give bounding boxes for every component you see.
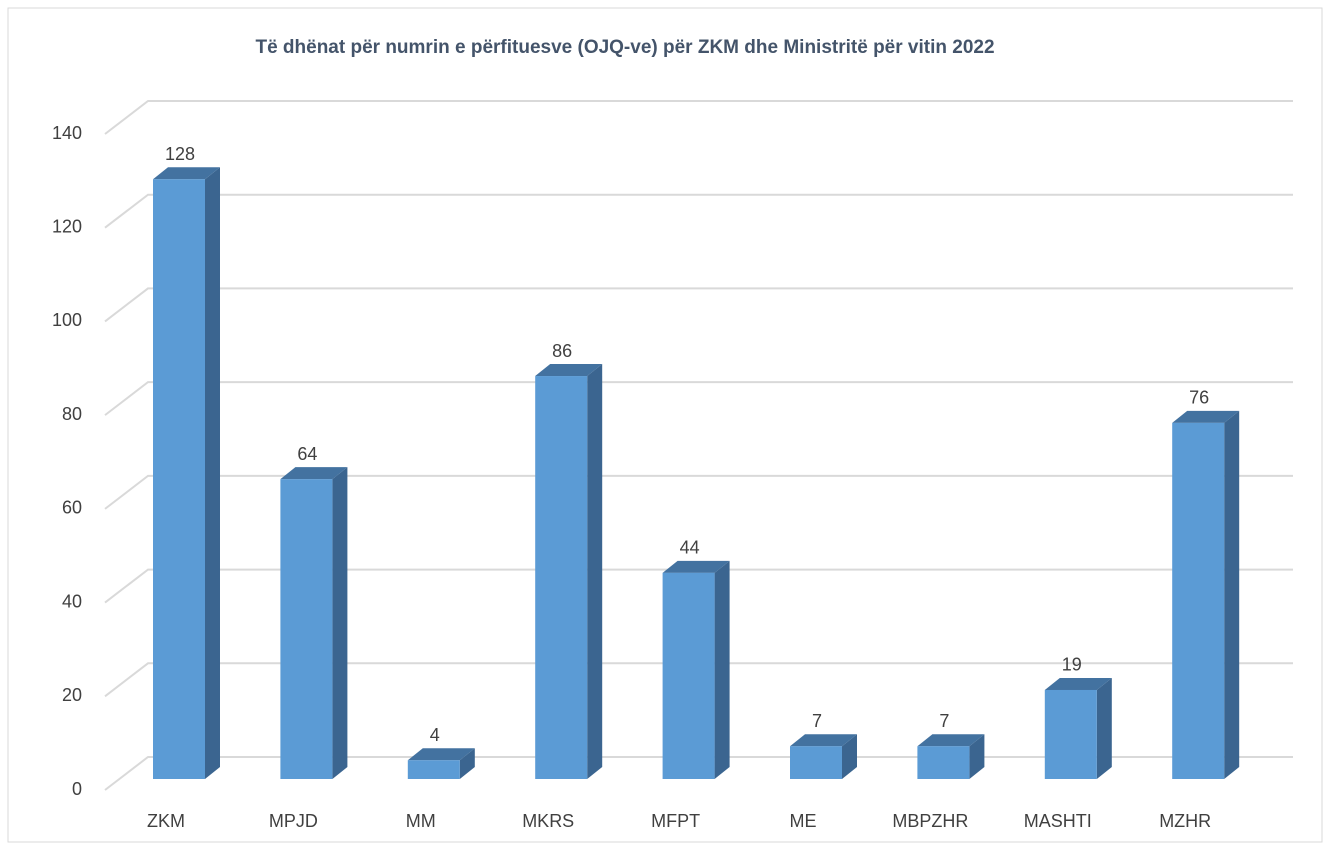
- y-tick-label: 120: [52, 216, 82, 236]
- y-tick-label: 100: [52, 310, 82, 330]
- bar-top: [407, 748, 475, 761]
- x-tick-label: ME: [790, 811, 817, 831]
- bar-side: [459, 748, 475, 779]
- bar: [535, 376, 588, 779]
- x-tick-label: MBPZHR: [892, 811, 968, 831]
- bar-top: [535, 364, 603, 377]
- bar-top: [153, 167, 220, 180]
- bar: [407, 760, 460, 779]
- value-label: 7: [812, 711, 822, 731]
- y-tick-label: 80: [62, 404, 82, 424]
- value-label: 19: [1062, 655, 1082, 675]
- bar-top: [917, 734, 985, 747]
- value-label: 7: [939, 711, 949, 731]
- bar-side: [842, 734, 857, 779]
- bar: [662, 572, 715, 779]
- value-label: 76: [1189, 388, 1209, 408]
- grid-line: [104, 474, 1293, 510]
- x-tick-label: MZHR: [1159, 811, 1211, 831]
- bar-side: [1096, 677, 1112, 779]
- value-label: 64: [297, 444, 317, 464]
- bar-top: [790, 734, 857, 747]
- x-tick-label: MPJD: [269, 811, 318, 831]
- grid-line: [104, 193, 1293, 229]
- grid-line: [104, 287, 1293, 323]
- bar-side: [1224, 410, 1240, 779]
- value-label: 86: [552, 341, 572, 361]
- y-tick-label: 140: [52, 123, 82, 143]
- bar: [1172, 422, 1225, 779]
- grid-line: [104, 381, 1293, 416]
- chart-title: Të dhënat për numrin e përfituesve (OJQ-…: [255, 37, 994, 58]
- bar: [153, 179, 205, 779]
- y-tick-label: 40: [62, 591, 82, 611]
- bar: [1044, 689, 1097, 779]
- bar-side: [205, 167, 220, 779]
- grid-line: [104, 568, 1293, 604]
- bar: [790, 746, 842, 779]
- x-tick-label: MFPT: [651, 811, 700, 831]
- bar-side: [587, 364, 603, 779]
- value-label: 4: [430, 725, 440, 745]
- bar: [917, 746, 970, 779]
- bar-top: [1172, 410, 1240, 423]
- value-label: 128: [165, 144, 195, 164]
- x-tick-label: ZKM: [147, 811, 185, 831]
- bar: [280, 479, 333, 779]
- y-tick-label: 0: [72, 779, 82, 799]
- grid-line: [104, 756, 1293, 791]
- bar-top: [280, 467, 348, 480]
- bar-side: [332, 467, 348, 779]
- bar-side: [969, 734, 985, 779]
- value-label: 44: [680, 538, 700, 558]
- y-tick-label: 60: [62, 498, 82, 518]
- x-tick-label: MASHTI: [1024, 811, 1092, 831]
- bar-top: [1044, 677, 1112, 690]
- grid-line: [104, 662, 1293, 698]
- grid-line: [104, 100, 1293, 135]
- bar-side: [714, 560, 730, 779]
- bar-top: [662, 560, 730, 573]
- x-tick-label: MKRS: [522, 811, 574, 831]
- x-tick-label: MM: [406, 811, 436, 831]
- y-tick-label: 20: [62, 685, 82, 705]
